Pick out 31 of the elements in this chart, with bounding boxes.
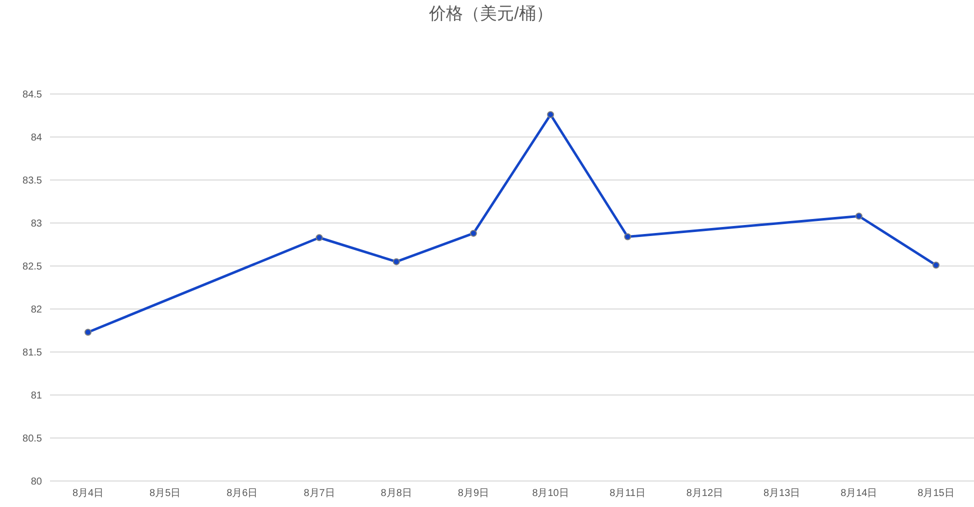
point bbox=[84, 328, 92, 336]
point bbox=[392, 258, 400, 266]
point bbox=[624, 233, 632, 240]
chart-title: 价格（美元/桶） bbox=[428, 3, 554, 25]
x-tick-label: 8月8日 bbox=[380, 488, 412, 500]
y-tick-label: 81.5 bbox=[22, 348, 42, 359]
x-tick-label: 8月11日 bbox=[610, 488, 646, 500]
x-tick-label: 8月9日 bbox=[458, 488, 490, 500]
x-tick-label: 8月15日 bbox=[918, 488, 954, 500]
y-tick-label: 84.5 bbox=[22, 90, 42, 101]
x-tick-label: 8月10日 bbox=[532, 488, 569, 500]
x-tick-label: 8月14日 bbox=[840, 488, 878, 500]
y-tick-label: 80.5 bbox=[22, 434, 42, 445]
y-tick-label: 83 bbox=[30, 218, 42, 230]
y-tick-label: 81 bbox=[30, 390, 42, 402]
x-tick-label: 8月7日 bbox=[304, 488, 335, 500]
point bbox=[470, 230, 477, 237]
y-tick-label: 82 bbox=[30, 304, 42, 316]
y-tick-label: 82.5 bbox=[22, 262, 42, 273]
y-tick-label: 80 bbox=[30, 476, 42, 488]
x-tick-label: 8月4日 bbox=[72, 488, 104, 500]
x-tick-label: 8月12日 bbox=[686, 488, 724, 500]
point bbox=[316, 234, 323, 242]
y-tick-label: 84 bbox=[30, 132, 42, 144]
x-tick-label: 8月5日 bbox=[150, 488, 181, 500]
point bbox=[547, 111, 554, 118]
x-tick-label: 8月13日 bbox=[763, 488, 800, 500]
y-tick-label: 83.5 bbox=[22, 176, 42, 187]
point bbox=[855, 212, 862, 220]
x-tick-label: 8月6日 bbox=[226, 488, 258, 500]
point bbox=[932, 262, 940, 269]
